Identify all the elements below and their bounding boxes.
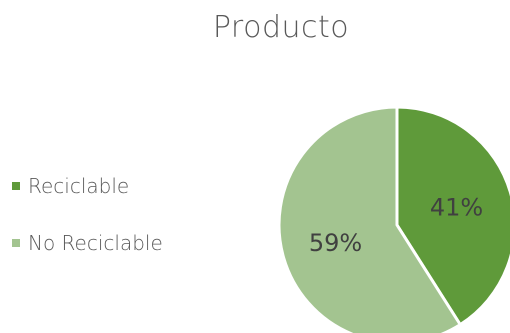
pie-slice-no-reciclable [277,105,462,333]
slice-label-no-reciclable: 59% [309,229,362,257]
pie-slices [277,105,510,333]
chart-title: Producto [212,10,350,45]
pie-labels: 41% 59% [309,194,483,257]
legend-item-no-reciclable: No Reciclable [12,231,163,255]
legend-swatch-no-reciclable [12,239,20,247]
legend-swatch-reciclable [12,182,20,190]
pie-slice-reciclable [395,105,510,327]
legend-item-reciclable: Reciclable [12,174,129,198]
legend-label-reciclable: Reciclable [28,174,130,198]
legend-label-no-reciclable: No Reciclable [28,231,163,255]
slice-label-reciclable: 41% [430,194,483,222]
